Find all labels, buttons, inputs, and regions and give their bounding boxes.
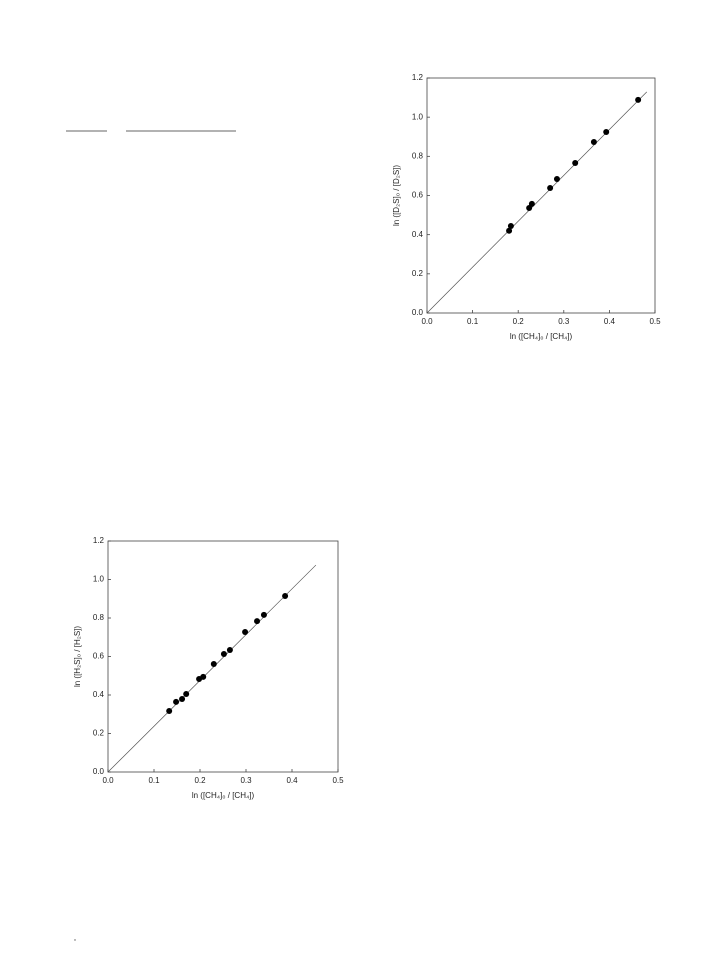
y-tick-label: 0.4	[93, 690, 105, 699]
point	[226, 646, 233, 653]
x-tick-label: 0.1	[467, 317, 479, 326]
y-tick-label: 0.6	[412, 191, 424, 200]
y-tick-label: 0.2	[93, 729, 105, 738]
x-tick-label: 0.2	[513, 317, 525, 326]
point	[553, 176, 560, 183]
x-tick-label: 0.4	[286, 776, 298, 785]
y-tick-label: 0.8	[412, 151, 424, 160]
point	[200, 673, 207, 680]
y-tick-label: 0.8	[93, 613, 105, 622]
y-tick-label: 0.2	[412, 269, 424, 278]
y-tick-label: 1.0	[93, 575, 105, 584]
x-tick-label: 0.0	[102, 776, 114, 785]
point	[603, 129, 610, 136]
x-tick-label: 0.1	[148, 776, 160, 785]
point	[183, 691, 190, 698]
x-axis-label: ln ([CH₄]₀ / [CH₄])	[510, 332, 573, 341]
point	[179, 696, 186, 703]
y-tick-label: 0.6	[93, 652, 105, 661]
y-axis-label: ln ([H₂S]₀ / [H₂S])	[73, 626, 82, 687]
x-tick-label: 0.3	[558, 317, 570, 326]
point	[572, 159, 579, 166]
chart: 0.0 0.1 0.2 0.3 0.4 0.5 0.0 0.2 0.4 0.6 0.8 1.0 1.2 l…	[392, 73, 661, 341]
x-tick-label: 0.5	[332, 776, 344, 785]
chart: 0.0 0.1 0.2 0.3 0.4 0.5 0.0 0.2 0.4 0.6 0.8 1.0 1.2 l…	[73, 536, 344, 800]
y-tick-label: 1.2	[93, 536, 105, 545]
y-tick-label: 1.2	[412, 73, 424, 82]
x-tick-label: 0.5	[649, 317, 661, 326]
point	[528, 200, 535, 207]
y-axis-label: ln ([D₂S]₀ / [D₂S])	[392, 165, 401, 226]
x-tick-label: 0.3	[240, 776, 252, 785]
point	[260, 611, 267, 618]
fit-line	[426, 91, 648, 314]
point	[254, 618, 261, 625]
y-tick-label: 0.0	[412, 308, 424, 317]
point	[220, 650, 227, 657]
point	[507, 223, 514, 230]
point	[242, 629, 249, 636]
y-tick-label: 0.4	[412, 230, 424, 239]
point	[635, 96, 642, 103]
point	[506, 227, 513, 234]
plot-frame	[426, 77, 656, 314]
point	[166, 707, 173, 714]
dot	[74, 939, 76, 941]
x-axis-label: ln ([CH₄]₀ / [CH₄])	[192, 791, 255, 800]
y-tick-label: 0.0	[93, 767, 105, 776]
point	[173, 698, 180, 705]
fit-line	[107, 564, 317, 773]
point	[282, 593, 289, 600]
point	[590, 139, 597, 146]
point	[547, 185, 554, 192]
x-tick-label: 0.4	[604, 317, 616, 326]
x-tick-label: 0.2	[194, 776, 206, 785]
y-tick-label: 1.0	[412, 112, 424, 121]
x-tick-label: 0.0	[421, 317, 433, 326]
point	[210, 661, 217, 668]
